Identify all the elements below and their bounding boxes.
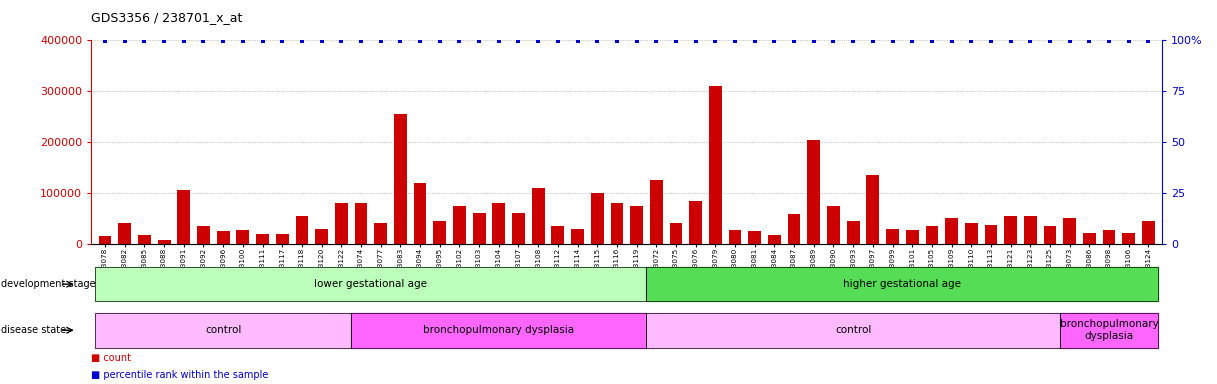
Bar — [729, 230, 741, 244]
Text: ■ count: ■ count — [91, 353, 131, 363]
Bar — [1044, 226, 1056, 244]
Bar — [965, 223, 977, 244]
Bar — [689, 200, 702, 244]
Bar — [630, 206, 643, 244]
Bar — [335, 203, 348, 244]
Bar — [532, 188, 544, 244]
Bar — [925, 226, 938, 244]
Text: control: control — [835, 325, 871, 335]
Bar — [453, 206, 466, 244]
Bar — [867, 175, 879, 244]
Text: disease state: disease state — [1, 325, 67, 335]
Bar — [590, 193, 604, 244]
Bar — [296, 216, 308, 244]
Bar — [1083, 233, 1095, 244]
Bar — [748, 231, 761, 244]
Bar — [1103, 230, 1116, 244]
Bar — [669, 223, 683, 244]
Text: lower gestational age: lower gestational age — [314, 279, 427, 289]
Bar — [650, 180, 663, 244]
Bar — [178, 190, 190, 244]
Bar — [394, 114, 406, 244]
Text: development stage: development stage — [1, 279, 96, 289]
Bar — [1004, 216, 1017, 244]
Bar — [807, 139, 820, 244]
Bar — [354, 203, 368, 244]
Bar — [217, 231, 230, 244]
Bar — [472, 214, 486, 244]
Text: ■ percentile rank within the sample: ■ percentile rank within the sample — [91, 370, 269, 380]
Bar — [138, 235, 151, 244]
Text: GDS3356 / 238701_x_at: GDS3356 / 238701_x_at — [91, 12, 242, 25]
Bar — [886, 228, 899, 244]
Bar — [1122, 233, 1135, 244]
Bar — [571, 228, 584, 244]
Text: higher gestational age: higher gestational age — [843, 279, 961, 289]
Bar — [1142, 221, 1155, 244]
Bar — [276, 233, 288, 244]
Bar — [414, 183, 426, 244]
Bar — [197, 226, 209, 244]
Bar — [847, 221, 859, 244]
Bar — [611, 203, 623, 244]
Text: bronchopulmonary dysplasia: bronchopulmonary dysplasia — [424, 325, 574, 335]
Bar — [256, 233, 269, 244]
Text: bronchopulmonary
dysplasia: bronchopulmonary dysplasia — [1060, 319, 1159, 341]
Bar — [905, 230, 919, 244]
Bar — [493, 203, 505, 244]
Bar — [551, 226, 565, 244]
Bar — [512, 214, 525, 244]
Text: control: control — [204, 325, 241, 335]
Bar — [315, 228, 329, 244]
Bar — [1023, 216, 1037, 244]
Bar — [828, 206, 840, 244]
Bar — [118, 223, 131, 244]
Bar — [1064, 218, 1076, 244]
Bar — [768, 235, 781, 244]
Bar — [787, 214, 801, 244]
Bar — [946, 218, 958, 244]
Bar — [433, 221, 447, 244]
Bar — [236, 230, 249, 244]
Bar — [375, 223, 387, 244]
Bar — [710, 86, 722, 244]
Bar — [985, 225, 998, 244]
Bar — [158, 240, 170, 244]
Bar — [99, 236, 112, 244]
